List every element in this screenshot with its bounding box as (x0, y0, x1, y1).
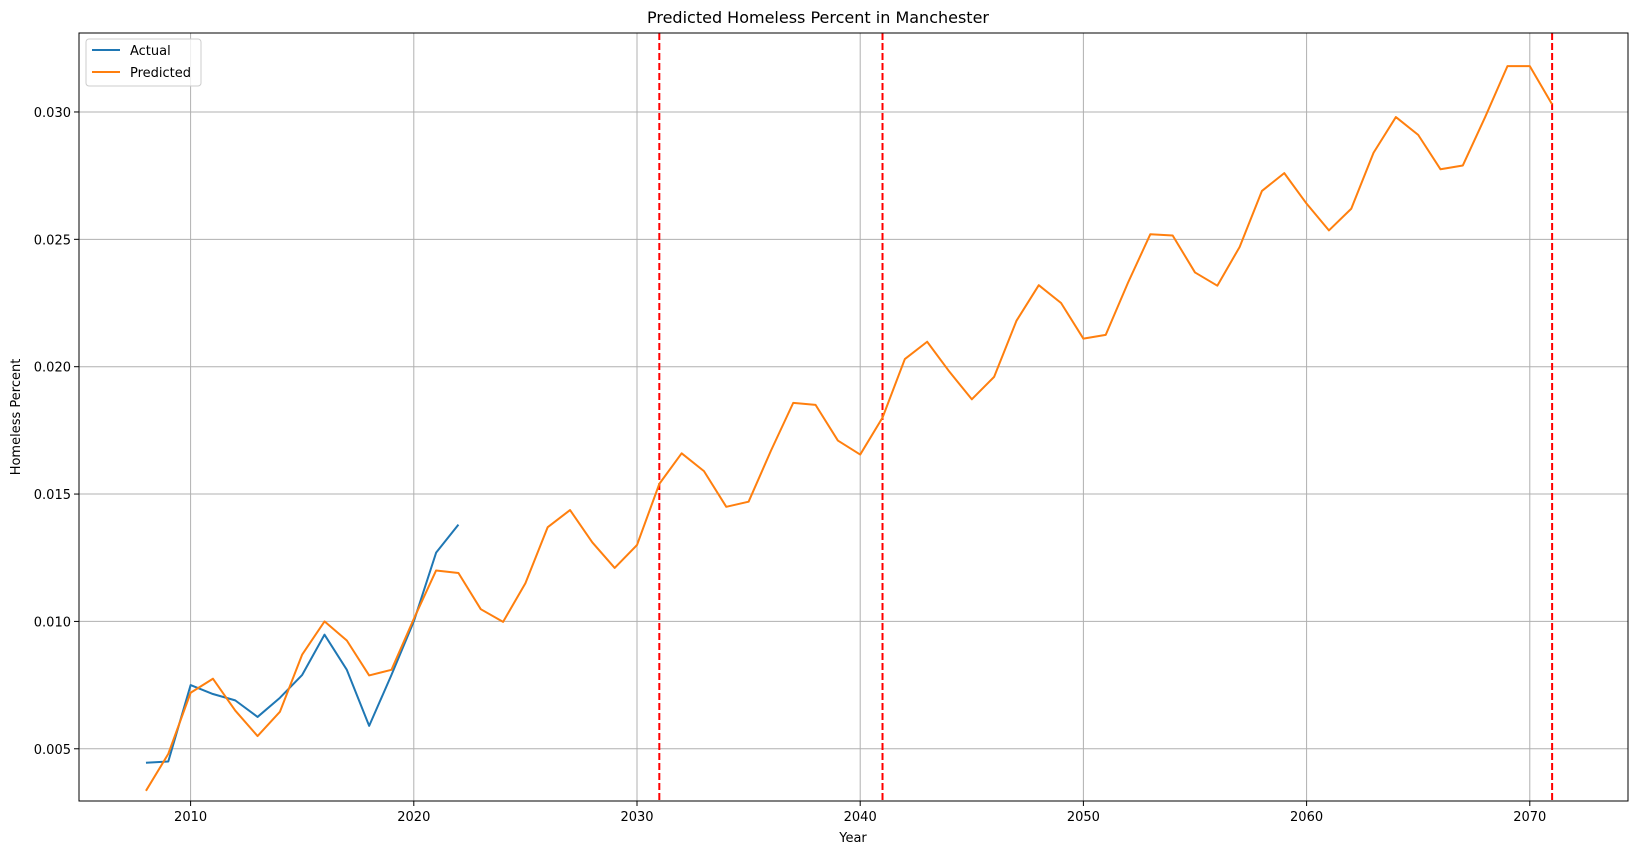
x-tick-label: 2060 (1290, 810, 1323, 825)
y-tick-label: 0.015 (34, 488, 71, 503)
y-tick-label: 0.030 (34, 106, 71, 121)
y-axis-ticks: 0.005 0.010 0.015 0.020 0.025 0.030 (34, 106, 79, 758)
x-tick-label: 2010 (174, 810, 207, 825)
legend-label-predicted: Predicted (130, 66, 191, 81)
y-axis-label: Homeless Percent (9, 359, 24, 476)
y-tick-label: 0.020 (34, 361, 71, 376)
y-tick-label: 0.010 (34, 615, 71, 630)
plot-area-frame (78, 32, 1629, 802)
y-tick-label: 0.025 (34, 233, 71, 248)
legend-label-actual: Actual (130, 44, 171, 59)
x-axis-ticks: 2010 2020 2030 2040 2050 2060 2070 (174, 801, 1546, 825)
series-layer (145, 65, 1553, 792)
x-tick-label: 2040 (844, 810, 877, 825)
x-tick-label: 2070 (1513, 810, 1546, 825)
y-tick-label: 0.005 (34, 743, 71, 758)
chart-title: Predicted Homeless Percent in Manchester (647, 8, 989, 27)
grid-layer (79, 33, 1628, 801)
x-axis-label: Year (838, 831, 867, 846)
legend: Actual Predicted (85, 38, 202, 87)
x-tick-label: 2020 (397, 810, 430, 825)
x-tick-label: 2030 (620, 810, 653, 825)
x-tick-label: 2050 (1067, 810, 1100, 825)
series-line-predicted (145, 65, 1553, 792)
